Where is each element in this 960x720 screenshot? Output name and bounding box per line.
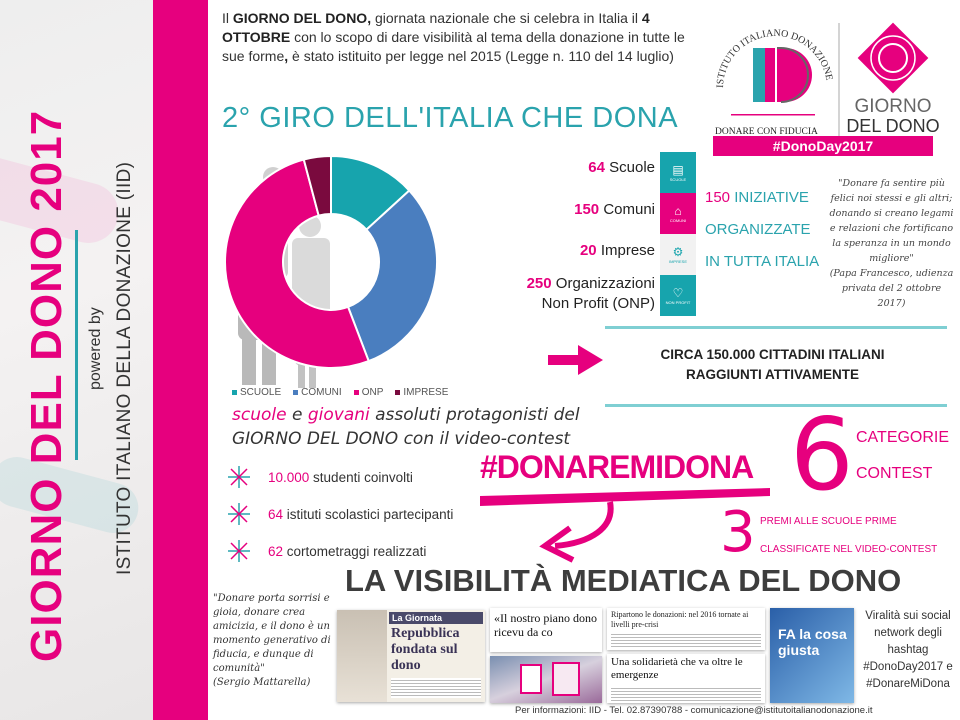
tile-scuole: ▤ SCUOLE (660, 152, 696, 193)
headline: Repubblica fondata sul dono (391, 626, 460, 673)
press-clipping: Una solidarietà che va oltre le emergenz… (607, 654, 765, 703)
section-title-giro: 2° GIRO DELL'ITALIA CHE DONA (222, 102, 679, 134)
bullet-cortometraggi: 62 cortometraggi realizzati (228, 540, 426, 562)
legend-swatch (395, 389, 401, 395)
headline: Una solidarietà che va oltre le emergenz… (611, 656, 743, 681)
legend-swatch (293, 389, 299, 395)
press-clipping: Ripartono le donazioni: nel 2016 tornate… (607, 608, 765, 650)
tv-screenshot: FA la cosa giusta (770, 608, 854, 703)
svg-text:DONARE CON FIDUCIA: DONARE CON FIDUCIA (715, 127, 818, 137)
mattarella-quote: "Donare porta sorrisi e gioia, donare cr… (213, 593, 331, 688)
headline: Ripartono le donazioni: nel 2016 tornate… (611, 610, 749, 629)
headline: FA la cosa giusta (778, 626, 847, 658)
legend-item-scuole: SCUOLE (232, 387, 281, 399)
kicker: La Giornata (389, 612, 483, 624)
tile-non-profit: ♡ NON PROFIT (660, 275, 696, 316)
intro-paragraph: Il GIORNO DEL DONO, giornata nazionale c… (222, 10, 685, 64)
institute-name: ISTITUTO ITALIANO DELLA DONAZIONE (IID) (114, 161, 135, 575)
donut-chart (224, 154, 438, 369)
curved-arrow-icon (480, 488, 770, 563)
asterisk-icon (228, 540, 250, 562)
person-icon (292, 215, 330, 318)
tile-comuni: ⌂ COMUNI (660, 193, 696, 234)
legend-item-imprese: IMPRESE (395, 387, 448, 399)
divider (75, 230, 78, 460)
divider-line (605, 404, 947, 407)
categories-count: 6 (790, 396, 854, 513)
stat-comuni: 150 Comuni (574, 201, 655, 218)
event-title: GIORNO DEL DONO 2017 (22, 109, 71, 662)
prizes-count: 3 (720, 500, 756, 565)
media-section-title: LA VISIBILITÀ MEDIATICA DEL DONO (345, 563, 902, 598)
asterisk-icon (228, 503, 250, 525)
donut-slice-onp (224, 158, 370, 369)
town-hall-icon: ⌂ (674, 204, 682, 218)
legend-swatch (353, 389, 359, 395)
legend-item-onp: ONP (353, 387, 383, 399)
gears-icon: ⚙ (672, 245, 684, 259)
svg-text:GIORNO: GIORNO (854, 96, 931, 117)
press-clipping: «Il nostro piano dono ricevu da co (490, 608, 602, 652)
papa-quote: "Donare fa sentire più felici noi stessi… (829, 178, 954, 309)
stat-onp: 250 Organizzazioni Non Profit (ONP) (526, 275, 655, 312)
tile-imprese: ⚙ IMPRESE (660, 234, 696, 275)
hashtag-contest: #DONAREMIDONA (480, 449, 754, 485)
citizens-reached: CIRCA 150.000 CITTADINI ITALIANI RAGGIUNT… (660, 347, 885, 382)
categories-label: CATEGORIE CONTEST (856, 429, 950, 482)
heart-icon: ♡ (672, 286, 684, 300)
press-clipping: La Giornata Repubblica fondata sul dono (337, 610, 485, 702)
book-icon: ▤ (672, 163, 684, 177)
iid-giorno-del-dono-logo: ISTITUTO ITALIANO DONAZIONE DONARE CON F… (713, 22, 940, 156)
logo-backdrop (552, 662, 580, 696)
video-contest-intro: scuole e giovani assoluti protagonisti d… (232, 405, 580, 449)
bullet-studenti: 10.000 studenti coinvolti (228, 466, 413, 488)
svg-text:#DonoDay2017: #DonoDay2017 (773, 138, 874, 154)
tv-screenshot (490, 656, 602, 703)
bullet-istituti: 64 istituti scolastici partecipanti (228, 503, 453, 525)
asterisk-icon (228, 466, 250, 488)
social-virality-note: Viralità sui social network degli hashta… (863, 610, 953, 690)
pink-vertical-bar (153, 0, 208, 720)
legend-swatch (232, 389, 237, 395)
legend-item-comuni: COMUNI (293, 387, 342, 399)
arrow-right-icon (548, 345, 603, 375)
divider-line (605, 326, 947, 329)
logo-block: ISTITUTO ITALIANO DONAZIONE DONARE CON F… (703, 8, 955, 156)
contact-footer: Per informazioni: IID - Tel. 02.87390788… (515, 705, 873, 716)
iniziative-block: 150 INIZIATIVE ORGANIZZATE IN TUTTA ITALIA (705, 189, 820, 270)
prizes-label: PREMI ALLE SCUOLE PRIME CLASSIFICATE NEL … (760, 516, 938, 555)
chart-legend: SCUOLE COMUNI ONP IMPRESE (232, 387, 448, 399)
powered-by-label: powered by (87, 307, 104, 390)
photo (337, 610, 387, 702)
stat-imprese: 20 Imprese (579, 242, 655, 259)
donut-slice-imprese (302, 154, 332, 217)
svg-text:DEL DONO: DEL DONO (846, 116, 939, 136)
donut-slice-comuni (346, 189, 438, 363)
stat-scuole: 64 Scuole (588, 159, 655, 176)
headline: «Il nostro piano dono ricevu da co (494, 611, 597, 639)
logo-backdrop (520, 664, 542, 694)
vertical-title-block: GIORNO DEL DONO 2017 powered by ISTITUTO… (0, 0, 153, 720)
